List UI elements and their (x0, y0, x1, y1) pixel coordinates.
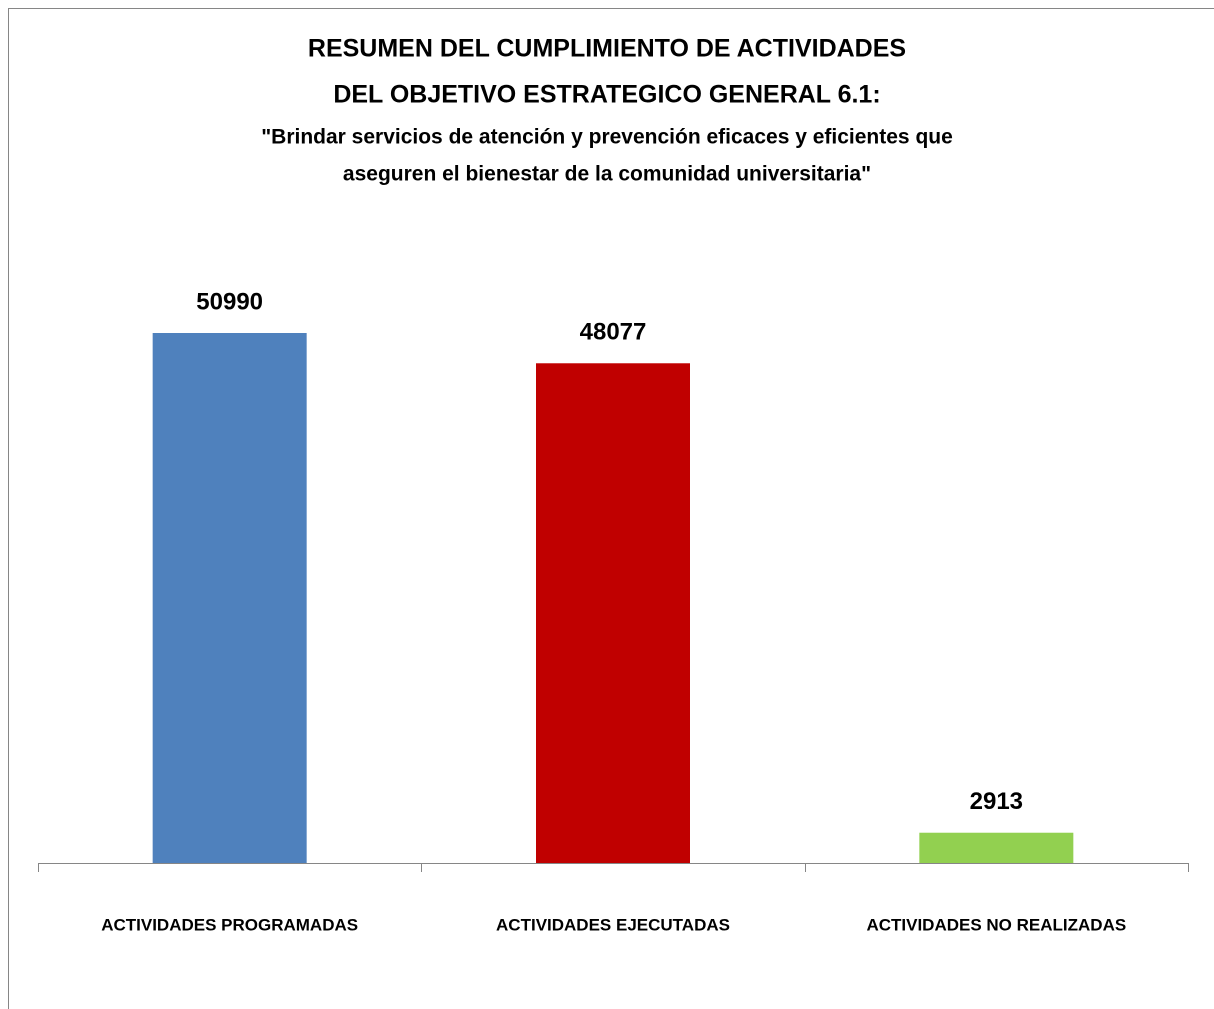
bar (919, 832, 1074, 863)
bar (536, 363, 690, 863)
chart-title: DEL OBJETIVO ESTRATEGICO GENERAL 6.1: (333, 81, 880, 109)
data-label: 48077 (580, 319, 647, 346)
x-tick-label: ACTIVIDADES EJECUTADAS (496, 915, 730, 934)
chart-title: RESUMEN DEL CUMPLIMIENTO DE ACTIVIDADES (308, 35, 906, 63)
chart-subtitle: aseguren el bienestar de la comunidad un… (343, 163, 871, 186)
x-tick-label: ACTIVIDADES PROGRAMADAS (101, 915, 358, 934)
data-label: 2913 (970, 788, 1023, 815)
chart-subtitle: "Brindar servicios de atención y prevenc… (261, 126, 953, 149)
bar (152, 333, 307, 863)
data-label: 50990 (196, 288, 263, 315)
x-tick-label: ACTIVIDADES NO REALIZADAS (866, 915, 1126, 934)
